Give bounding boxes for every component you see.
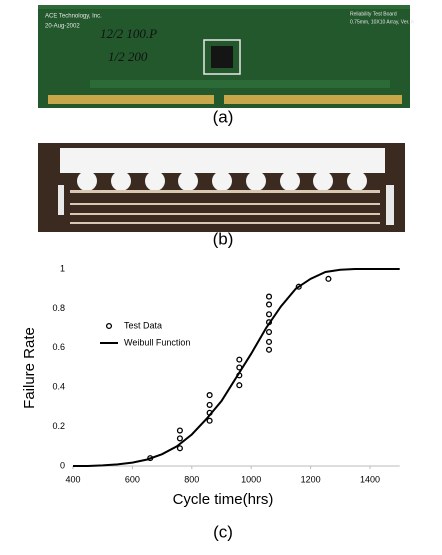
data-point <box>265 293 273 300</box>
section-photo <box>38 143 405 232</box>
y-tick-label: 0.6 <box>52 342 65 352</box>
x-tick-label: 400 <box>65 474 80 484</box>
via <box>58 185 64 215</box>
data-point <box>236 382 243 389</box>
data-point <box>176 445 183 452</box>
curve <box>73 268 400 467</box>
board-text: 20-Aug-2002 <box>45 24 80 30</box>
handwriting: 12/2 100.P <box>100 26 157 41</box>
y-tick-label: 0.8 <box>52 303 65 313</box>
x-tick-label: 800 <box>184 474 199 484</box>
pcb-layers <box>70 190 380 224</box>
board-text: 0.75mm, 10X10 Array, Ver. A <box>350 19 414 25</box>
panel-label: (a) <box>213 107 234 126</box>
x-tick-label: 600 <box>125 474 140 484</box>
data-point <box>176 435 183 442</box>
x-axis-title: Cycle time(hrs) <box>173 491 274 508</box>
y-axis-title: Failure Rate <box>21 327 38 409</box>
chip-outline <box>203 39 241 75</box>
x-tick-label: 1400 <box>360 474 380 484</box>
data-point <box>265 346 273 353</box>
package <box>60 148 385 173</box>
plot: 400 600 800 1000 1200 1400 0 0.2 0.4 0.6 0.8 1 Test … <box>52 263 400 484</box>
legend-label: Test Data <box>124 320 162 330</box>
legend-marker <box>105 322 113 330</box>
data-point <box>325 275 332 282</box>
panel-label: (b) <box>213 229 234 248</box>
data-point <box>206 417 213 424</box>
panel-label: (c) <box>213 522 233 541</box>
fingers <box>224 95 402 104</box>
data-point <box>295 283 302 290</box>
data-point <box>176 427 183 434</box>
via <box>386 185 394 225</box>
data-point <box>265 338 273 345</box>
data-point <box>206 401 213 408</box>
solder-balls <box>77 171 367 191</box>
data-point <box>236 356 243 363</box>
board-photo: ACE Technology, Inc. 20-Aug-2002 12/2 10… <box>38 5 414 108</box>
data-point <box>265 328 273 336</box>
chip <box>211 46 233 68</box>
board-text: Reliability Test Board <box>350 11 397 17</box>
data-point <box>206 392 213 399</box>
traces <box>90 80 390 88</box>
data-point <box>265 301 273 308</box>
fingers <box>48 95 214 104</box>
y-tick-label: 1 <box>60 263 65 273</box>
x-tick-label: 1200 <box>301 474 321 484</box>
board-edge <box>38 5 410 9</box>
data-point <box>265 311 273 318</box>
board-text: ACE Technology, Inc. <box>45 14 102 20</box>
handwriting: 1/2 200 <box>108 49 148 64</box>
y-tick-label: 0 <box>60 460 65 470</box>
x-tick-label: 1000 <box>241 474 261 484</box>
y-tick-label: 0.2 <box>52 421 65 431</box>
legend-label: Weibull Function <box>124 337 190 347</box>
y-tick-label: 0.4 <box>52 382 65 392</box>
